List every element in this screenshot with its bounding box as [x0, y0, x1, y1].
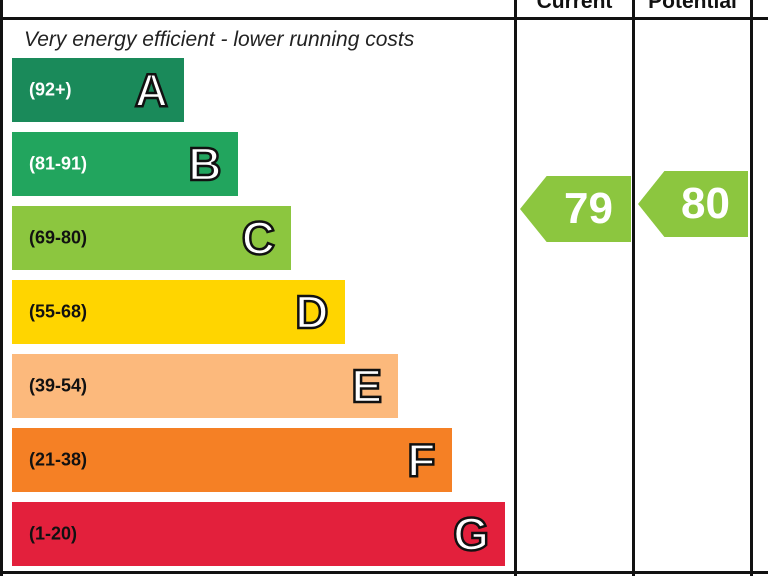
- band-range-label: (92+): [29, 79, 72, 100]
- band-a: (92+) A: [12, 58, 184, 122]
- current-rating-arrow: 79: [520, 176, 631, 242]
- band-d: (55-68) D: [12, 280, 345, 344]
- band-letter: G: [452, 508, 490, 560]
- current-column-left-border: [514, 0, 517, 576]
- band-range-label: (1-20): [29, 523, 78, 544]
- header-divider: [0, 17, 768, 20]
- bottom-border: [0, 571, 768, 574]
- band-e: (39-54) E: [12, 354, 398, 418]
- band-range-label: (39-54): [29, 375, 88, 396]
- band-letter: B: [187, 138, 223, 190]
- left-border: [0, 0, 3, 576]
- band-f: (21-38) F: [12, 428, 452, 492]
- band-range-label: (69-80): [29, 227, 88, 248]
- band-range-label: (81-91): [29, 153, 88, 174]
- band-range-label: (21-38): [29, 449, 88, 470]
- potential-rating-arrow: 80: [638, 171, 748, 237]
- band-c: (69-80) C: [12, 206, 291, 270]
- band-range-label: (55-68): [29, 301, 88, 322]
- potential-rating-value: 80: [681, 179, 730, 228]
- band-letter: E: [350, 360, 383, 412]
- band-letter: A: [134, 64, 170, 116]
- potential-column-left-border: [632, 0, 635, 576]
- potential-column-header: Potential: [648, 0, 737, 13]
- current-rating-value: 79: [564, 184, 613, 233]
- band-letter: D: [294, 286, 330, 338]
- band-letter: F: [406, 434, 437, 486]
- right-border: [750, 0, 753, 576]
- band-b: (81-91) B: [12, 132, 238, 196]
- band-g: (1-20) G: [12, 502, 505, 566]
- band-letter: C: [241, 212, 277, 264]
- top-caption: Very energy efficient - lower running co…: [24, 28, 415, 51]
- current-column-header: Current: [536, 0, 613, 13]
